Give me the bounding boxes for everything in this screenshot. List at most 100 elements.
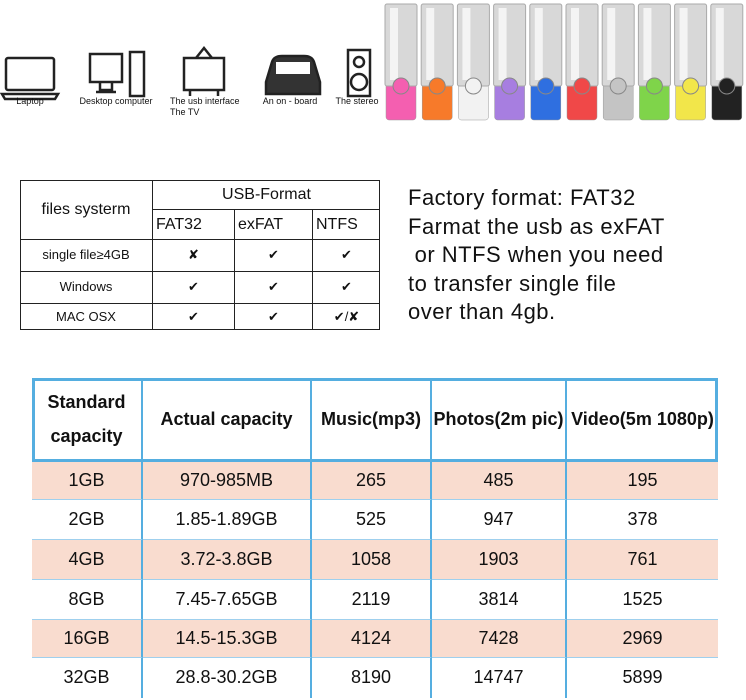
capacity-cell: 8190 (312, 658, 432, 698)
capacity-cell: 378 (567, 500, 718, 540)
capacity-cell: 28.8-30.2GB (143, 658, 312, 698)
capacity-cell: 2119 (312, 580, 432, 620)
note-line: over than 4gb. (408, 299, 556, 324)
device-label: An on - board (252, 96, 328, 124)
text-line: Actual capacity (160, 408, 293, 429)
drive-swivel (384, 3, 418, 87)
capacity-cell: 3814 (432, 580, 567, 620)
format-table-cell: NTFS (313, 210, 380, 240)
capacity-cell: 7428 (432, 620, 567, 658)
capacity-header-cell: Standard capacity (32, 378, 143, 462)
drive-pivot (682, 77, 700, 95)
capacity-cell: 1903 (432, 540, 567, 580)
capacity-cell: 970-985MB (143, 462, 312, 500)
text-line: Photos(2m pic) (433, 408, 564, 429)
note-line: Farmat the usb as exFAT (408, 213, 665, 239)
laptop-base (0, 92, 61, 101)
capacity-cell: 16GB (32, 620, 143, 658)
drive-swivel (493, 3, 527, 87)
car-window (276, 62, 310, 74)
text-line: Video(5m 1080p) (571, 408, 714, 429)
device-label: The usb interface The TV (160, 96, 250, 124)
drive-swivel (529, 3, 563, 87)
drive-swivel (601, 3, 635, 87)
text-line: The usb interface (170, 96, 240, 106)
format-table-cell: Windows (20, 272, 153, 304)
drive-pivot (392, 77, 410, 95)
format-table-cell: FAT32 (153, 210, 235, 240)
text-line: capacity (50, 425, 123, 446)
format-table-cell: files systerm (20, 180, 153, 240)
format-table-cell: exFAT (235, 210, 313, 240)
capacity-cell: 761 (567, 540, 718, 580)
capacity-cell: 1.85-1.89GB (143, 500, 312, 540)
format-table-cell: ✔ (235, 272, 313, 304)
monitor-icon (88, 52, 124, 84)
tv-icon (182, 56, 226, 92)
capacity-cell: 2GB (32, 500, 143, 540)
format-table-cell: ✔/✘ (333, 308, 360, 324)
capacity-cell: 2969 (567, 620, 718, 658)
format-table-cell: ✔ (235, 304, 313, 330)
speaker-icon (346, 48, 372, 98)
format-table-cell: ✔ (313, 240, 380, 272)
drive-swivel (674, 3, 708, 87)
laptop-icon (4, 56, 56, 92)
drive-swivel (456, 3, 490, 87)
speaker-woofer (349, 72, 369, 92)
capacity-header-cell: Photos(2m pic) (432, 378, 567, 462)
text-line: Standard (47, 391, 126, 412)
drive-swivel-shine (462, 8, 471, 80)
device-label: Laptop (0, 96, 60, 124)
format-table-cell: ✔ (313, 272, 380, 304)
format-table-border (20, 180, 380, 330)
drive-swivel (710, 3, 744, 87)
car-icon (264, 54, 322, 96)
capacity-cell: 947 (432, 500, 567, 540)
drive-swivel-shine (390, 8, 398, 80)
text-line: Music(mp3) (320, 408, 421, 429)
text-line: The TV (170, 107, 200, 117)
capacity-header-cell: Music(mp3) (312, 378, 432, 462)
note-line: Factory format: FAT32 (408, 185, 636, 210)
format-table-cell: USB-Format (153, 180, 380, 210)
capacity-cell: 8GB (32, 580, 143, 620)
format-table-cell: ✘ (153, 240, 235, 272)
capacity-cell: 4GB (32, 540, 143, 580)
drive-swivel-shine (607, 8, 616, 80)
capacity-cell: 525 (312, 500, 432, 540)
format-table-cell: single file≥4GB (20, 240, 153, 272)
drive-pivot (573, 77, 591, 95)
text-line: Desktop computer (79, 96, 153, 106)
drive-swivel-shine (534, 8, 543, 80)
tv-antenna (188, 45, 220, 96)
capacity-cell: 485 (432, 462, 567, 500)
drive-pivot (718, 77, 736, 95)
capacity-cell: 1GB (32, 462, 143, 500)
text-line: Laptop (16, 96, 44, 106)
drive-swivel (637, 3, 671, 87)
capacity-cell: 265 (312, 462, 432, 500)
capacity-header-cell: Video(5m 1080p) (567, 378, 718, 462)
capacity-cell: 32GB (32, 658, 143, 698)
note-line: to transfer single file (408, 270, 617, 296)
format-table-cell: ✔ (153, 272, 235, 304)
drive-pivot (501, 77, 519, 95)
drive-swivel-shine (426, 8, 435, 80)
format-table-cell: ✔ (235, 240, 313, 272)
capacity-cell: 14747 (432, 658, 567, 698)
capacity-header-cell: Actual capacity (143, 378, 312, 462)
usb-drives (384, 3, 744, 121)
capacity-cell: 195 (567, 462, 718, 500)
drive-swivel (420, 3, 454, 87)
capacity-cell: 3.72-3.8GB (143, 540, 312, 580)
capacity-cell: 5899 (567, 658, 718, 698)
device-label: The stereo (332, 96, 382, 124)
device-label: Desktop computer (76, 96, 156, 124)
capacity-cell: 1525 (567, 580, 718, 620)
drive-swivel-shine (643, 8, 652, 80)
speaker-tweeter (352, 55, 366, 69)
drive-swivel-shine (679, 8, 688, 80)
drive-swivel (565, 3, 599, 87)
